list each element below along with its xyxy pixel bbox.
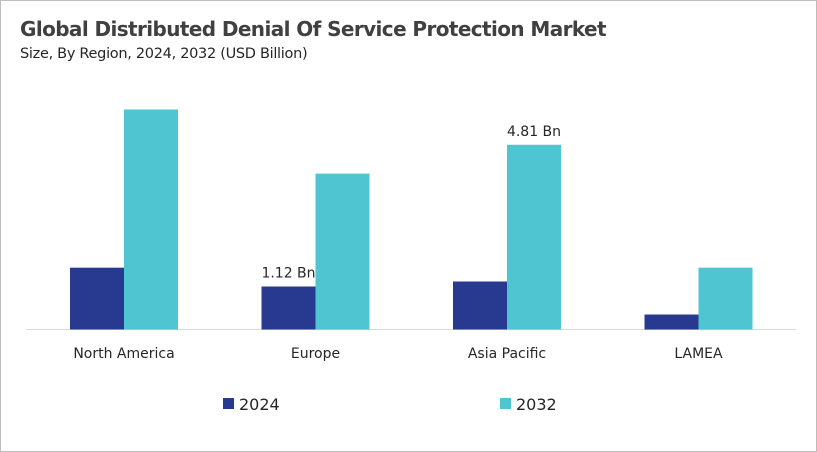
legend-label-2024: 2024 [239,395,280,414]
legend-swatch-2024 [223,398,234,409]
data-label: 4.81 Bn [507,124,561,140]
bar-2032-north-america [124,109,178,330]
x-tick-label: Europe [291,346,340,362]
bar-2032-asia-pacific [507,144,561,330]
bar-2024-asia-pacific [453,281,507,330]
x-tick-label: Asia Pacific [468,346,546,362]
data-label: 1.12 Bn [261,265,315,281]
legend-label-2032: 2032 [516,395,557,414]
bar-2024-europe [261,286,316,330]
legend-swatch-2032 [500,398,511,409]
bar-2032-lamea [698,267,753,330]
x-tick-label: LAMEA [674,346,723,362]
chart-title: Global Distributed Denial Of Service Pro… [20,17,607,41]
chart-subtitle: Size, By Region, 2024, 2032 (USD Billion… [20,46,308,62]
bar-2024-north-america [70,267,124,330]
bar-2032-europe [315,173,370,330]
bar-2024-lamea [644,314,699,330]
x-tick-label: North America [73,346,174,362]
